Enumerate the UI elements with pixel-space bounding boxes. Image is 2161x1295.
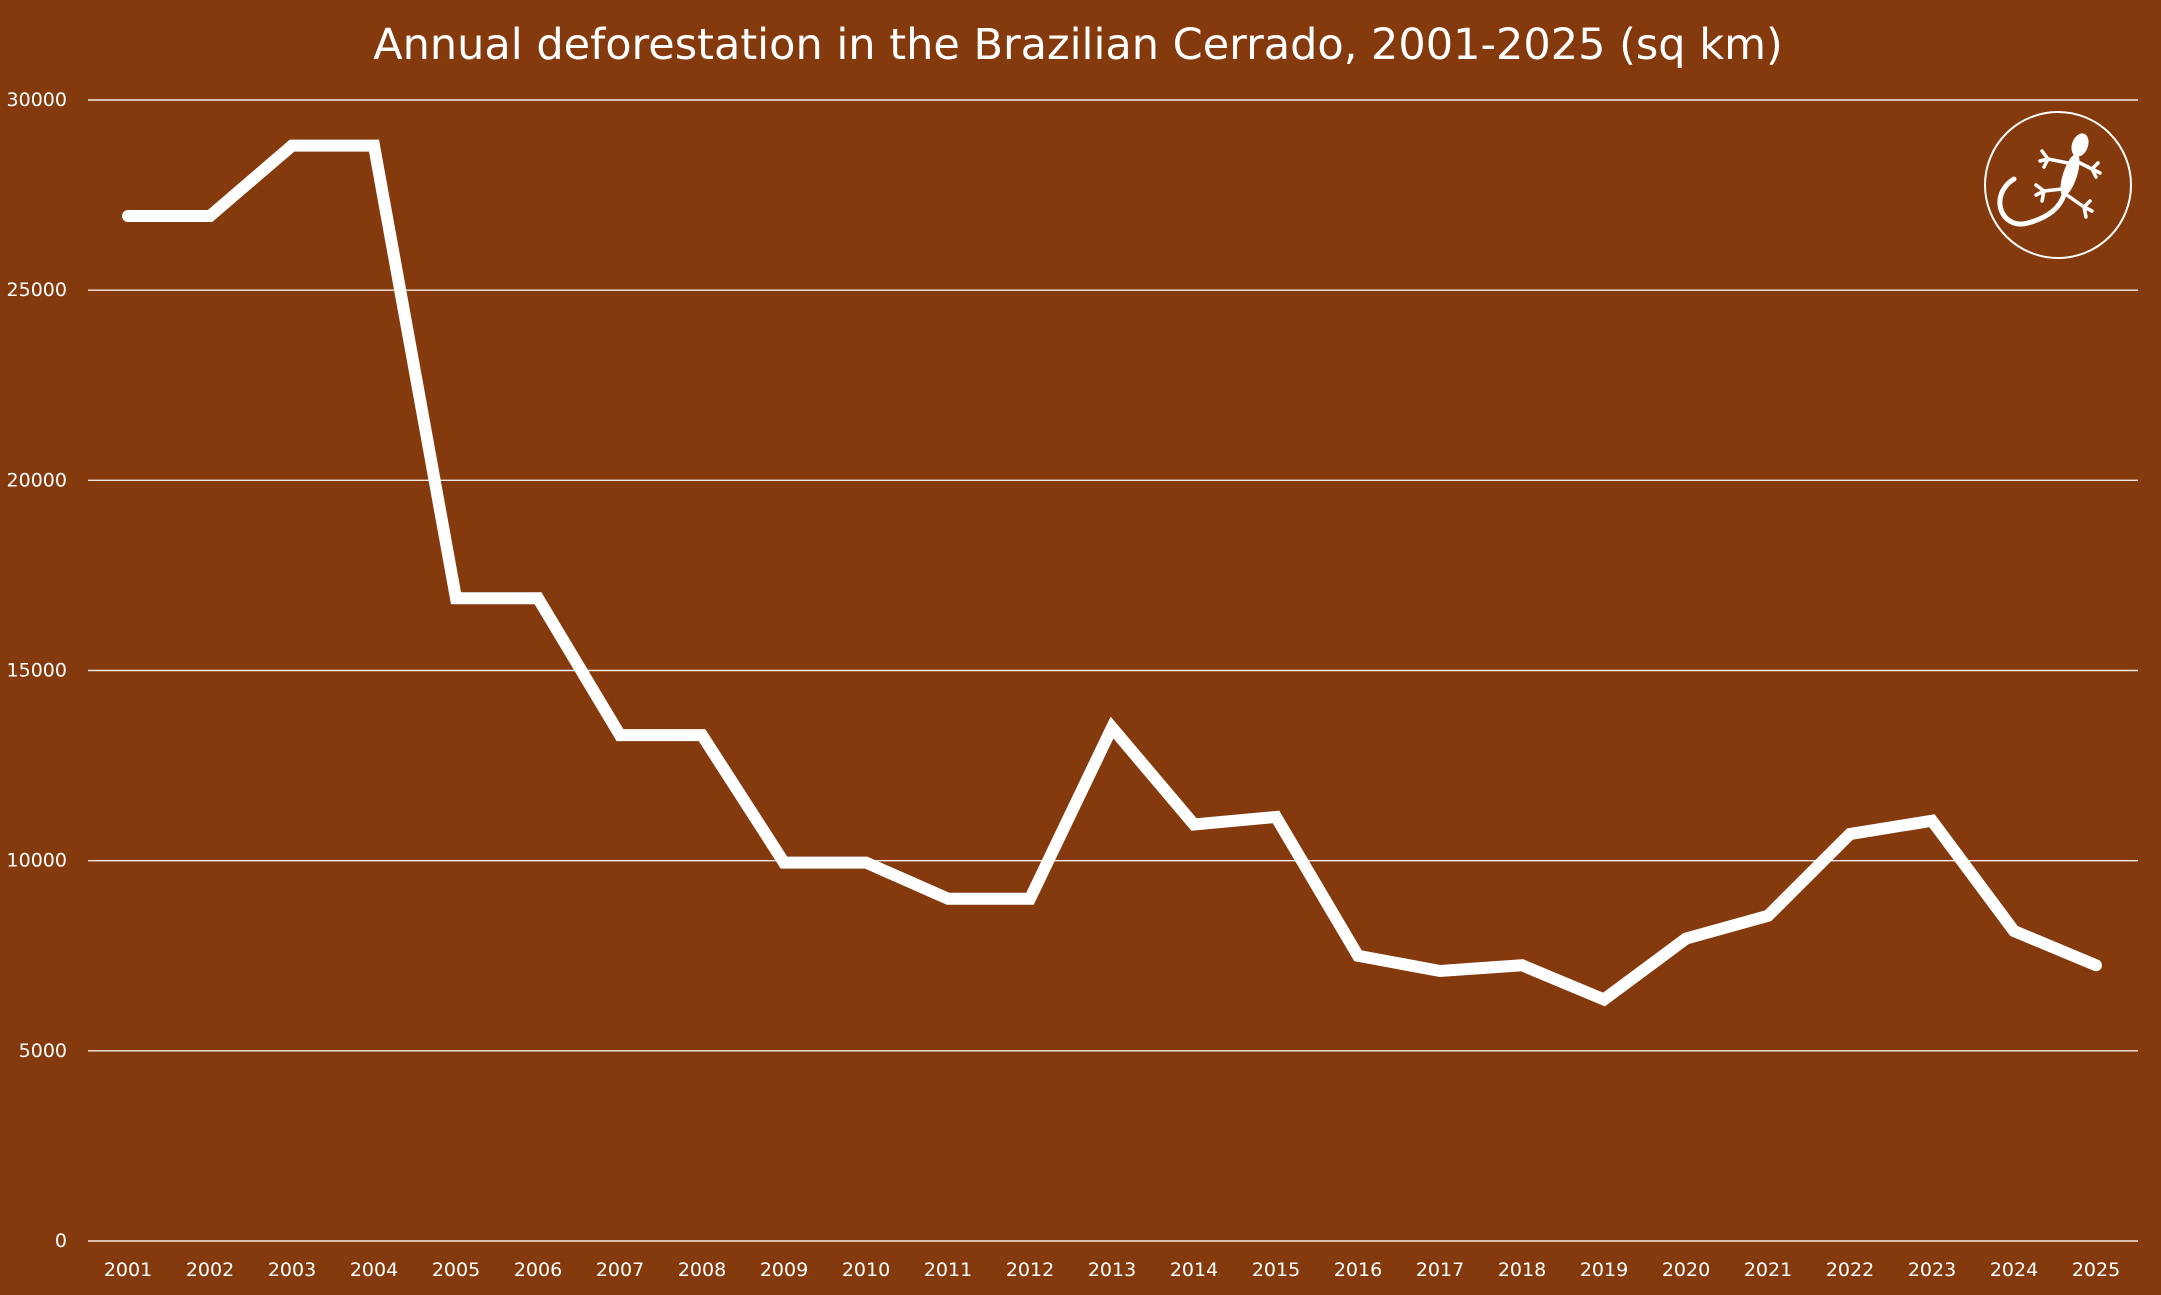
data-point <box>865 862 867 864</box>
series-line <box>122 139 2102 1007</box>
data-point <box>947 898 949 900</box>
x-tick-label: 2025 <box>2072 1259 2120 1281</box>
data-point <box>701 734 703 736</box>
x-tick-label: 2009 <box>760 1259 808 1281</box>
data-point <box>1849 833 1851 835</box>
data-point <box>619 734 621 736</box>
data-point <box>1029 898 1031 900</box>
data-point <box>1193 824 1195 826</box>
x-tick-label: 2015 <box>1252 1259 1300 1281</box>
data-point <box>1767 915 1769 917</box>
x-tick-label: 2023 <box>1908 1259 1956 1281</box>
data-point <box>1521 964 1523 966</box>
x-tick-label: 2007 <box>596 1259 644 1281</box>
series-layer <box>122 139 2102 1007</box>
x-tick-label: 2013 <box>1088 1259 1136 1281</box>
x-tick-label: 2001 <box>104 1259 152 1281</box>
y-tick-label: 20000 <box>7 469 67 491</box>
data-point <box>537 597 539 599</box>
x-tick-label: 2005 <box>432 1259 480 1281</box>
y-axis-ticks: 0 5000 10000 15000 20000 25000 30000 <box>7 89 67 1252</box>
data-point <box>1275 816 1277 818</box>
x-tick-label: 2024 <box>1990 1259 2038 1281</box>
data-point <box>2013 930 2015 932</box>
y-tick-label: 25000 <box>7 279 67 301</box>
x-tick-label: 2010 <box>842 1259 890 1281</box>
data-point <box>1439 970 1441 972</box>
y-tick-label: 15000 <box>7 660 67 682</box>
y-tick-label: 0 <box>55 1230 67 1252</box>
y-tick-label: 10000 <box>7 850 67 872</box>
data-point <box>1603 998 1605 1000</box>
gecko-logo-icon <box>1984 111 2132 259</box>
x-tick-label: 2014 <box>1170 1259 1218 1281</box>
data-point <box>1685 938 1687 940</box>
data-point <box>1357 955 1359 957</box>
data-point <box>1931 820 1933 822</box>
x-tick-label: 2022 <box>1826 1259 1874 1281</box>
data-point <box>2095 964 2097 966</box>
x-tick-label: 2004 <box>350 1259 398 1281</box>
chart-title: Annual deforestation in the Brazilian Ce… <box>373 20 1783 70</box>
x-tick-label: 2011 <box>924 1259 972 1281</box>
x-tick-label: 2019 <box>1580 1259 1628 1281</box>
data-point <box>291 145 293 147</box>
data-point <box>783 862 785 864</box>
y-tick-label: 5000 <box>19 1040 67 1062</box>
data-point <box>1111 727 1113 729</box>
y-tick-label: 30000 <box>7 89 67 111</box>
data-point <box>455 597 457 599</box>
x-tick-label: 2012 <box>1006 1259 1054 1281</box>
x-tick-label: 2017 <box>1416 1259 1464 1281</box>
x-tick-label: 2006 <box>514 1259 562 1281</box>
x-tick-label: 2003 <box>268 1259 316 1281</box>
data-point <box>373 145 375 147</box>
data-point <box>127 215 129 217</box>
x-tick-label: 2016 <box>1334 1259 1382 1281</box>
x-tick-label: 2020 <box>1662 1259 1710 1281</box>
x-tick-label: 2002 <box>186 1259 234 1281</box>
data-point <box>209 215 211 217</box>
x-tick-label: 2008 <box>678 1259 726 1281</box>
x-axis-ticks: 2001 2002 2003 2004 2005 2006 2007 2008 2009 2010… <box>104 1259 2120 1281</box>
x-tick-label: 2018 <box>1498 1259 1546 1281</box>
x-tick-label: 2021 <box>1744 1259 1792 1281</box>
